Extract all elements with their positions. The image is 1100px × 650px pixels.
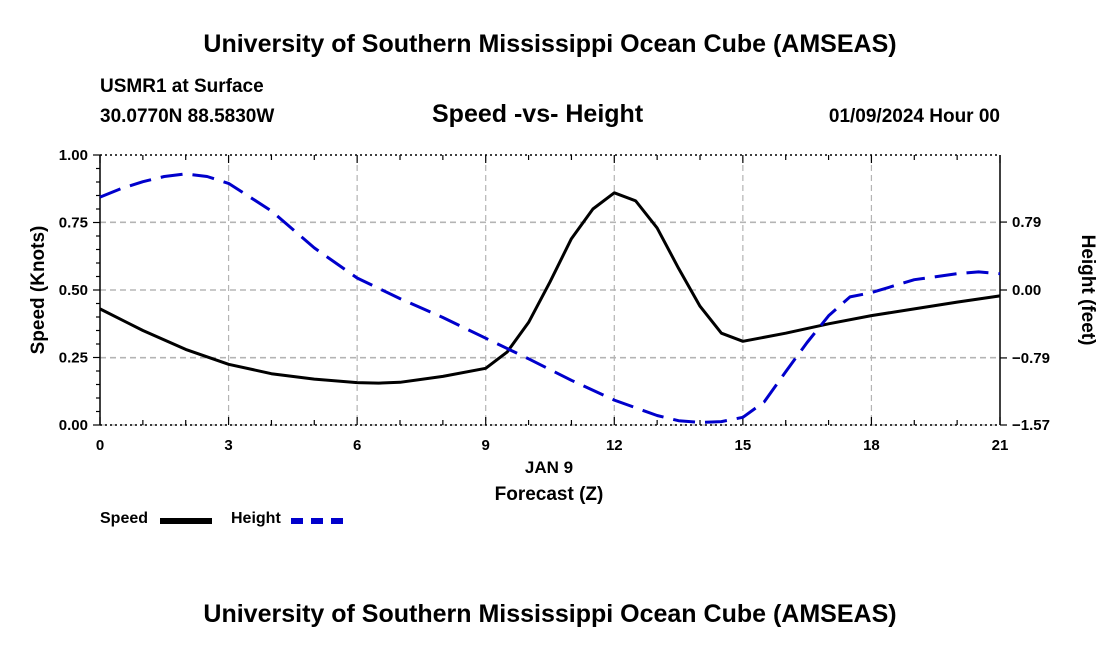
y-right-tick-label: 0.79 [1012, 214, 1041, 231]
x-tick-label: 21 [992, 437, 1009, 454]
x-tick-label: 0 [96, 437, 104, 454]
y-right-tick-label: −0.79 [1012, 350, 1050, 367]
x-tick-label: 12 [606, 437, 623, 454]
legend-height-label: Height [231, 510, 281, 527]
station-label: USMR1 at Surface [100, 76, 264, 97]
y-right-tick-label: 0.00 [1012, 282, 1041, 299]
height-series-line [99, 172, 1001, 424]
y-right-axis-title: Height (feet) [1077, 235, 1098, 346]
y-tick-label: 0.00 [59, 417, 88, 434]
x-axis-date-label: JAN 9 [525, 458, 573, 477]
x-tick-label: 6 [353, 437, 361, 454]
y-tick-label: 0.75 [59, 215, 88, 232]
chart-title: Speed -vs- Height [432, 100, 644, 128]
y-right-tick-label: −1.57 [1012, 417, 1050, 434]
y-axis-title: Speed (Knots) [28, 226, 49, 355]
legend-height-swatch [291, 518, 343, 524]
x-tick-label: 18 [863, 437, 880, 454]
coordinates-label: 30.0770N 88.5830W [100, 106, 275, 127]
page-title-top: University of Southern Mississippi Ocean… [203, 30, 897, 58]
legend-speed-label: Speed [100, 510, 149, 527]
date-label: 01/09/2024 Hour 00 [828, 106, 1000, 127]
x-tick-label: 9 [482, 437, 490, 454]
y-tick-label: 0.25 [59, 350, 88, 367]
page-title-bottom: University of Southern Mississippi Ocean… [203, 600, 897, 628]
y-tick-label: 1.00 [59, 147, 88, 164]
x-tick-label: 3 [224, 437, 232, 454]
speed-series-line [99, 191, 1001, 385]
x-tick-label: 15 [735, 437, 752, 454]
y-tick-label: 0.50 [59, 282, 88, 299]
legend-speed-swatch [160, 518, 212, 524]
x-axis-title: Forecast (Z) [495, 484, 604, 505]
